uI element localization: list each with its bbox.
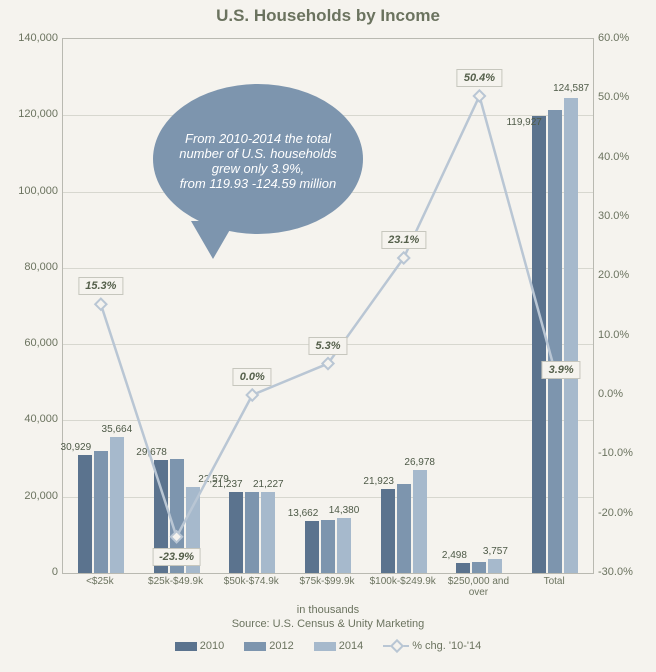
legend-item: 2014 — [314, 640, 363, 652]
y1-tick: 100,000 — [0, 185, 58, 197]
x-axis-subtitle: in thousands — [0, 604, 656, 616]
callout-tail — [191, 221, 235, 259]
chart-source: Source: U.S. Census & Unity Marketing — [0, 618, 656, 630]
y1-tick: 140,000 — [0, 32, 58, 44]
legend-item: % chg. '10-'14 — [383, 640, 481, 652]
legend-label: 2010 — [200, 640, 224, 652]
chart-stage: U.S. Households by Income 0 20,000 40,000 6… — [0, 0, 656, 672]
x-category: $25k-$49.9k — [148, 576, 203, 587]
legend-swatch — [314, 642, 336, 651]
legend-item: 2012 — [244, 640, 293, 652]
legend-label: 2014 — [339, 640, 363, 652]
y2-tick: 0.0% — [598, 388, 656, 400]
legend-label: 2012 — [269, 640, 293, 652]
legend-line-icon — [383, 641, 409, 651]
y2-tick: -20.0% — [598, 507, 656, 519]
x-category: Total — [544, 576, 565, 587]
legend-item: 2010 — [175, 640, 224, 652]
chart-title: U.S. Households by Income — [0, 6, 656, 26]
y1-tick: 60,000 — [0, 337, 58, 349]
y2-tick: 10.0% — [598, 329, 656, 341]
legend-label: % chg. '10-'14 — [412, 640, 481, 652]
y1-tick: 120,000 — [0, 108, 58, 120]
y1-tick: 80,000 — [0, 261, 58, 273]
x-category: $250,000 and over — [443, 576, 513, 598]
y2-tick: -30.0% — [598, 566, 656, 578]
y2-tick: 60.0% — [598, 32, 656, 44]
chart-legend: 2010 2012 2014 % chg. '10-'14 — [0, 640, 656, 652]
legend-swatch — [175, 642, 197, 651]
x-category: $75k-$99.9k — [299, 576, 354, 587]
y1-tick: 40,000 — [0, 413, 58, 425]
y1-tick: 20,000 — [0, 490, 58, 502]
x-category: $100k-$249.9k — [368, 576, 438, 587]
plot-area: 30,92935,66429,67822,57921,23721,22713,6… — [62, 38, 594, 574]
y2-tick: 20.0% — [598, 269, 656, 281]
x-category: <$25k — [86, 576, 114, 587]
y2-tick: 40.0% — [598, 151, 656, 163]
y2-tick: 50.0% — [598, 91, 656, 103]
y2-tick: -10.0% — [598, 447, 656, 459]
callout-text: From 2010-2014 the total number of U.S. … — [165, 96, 351, 226]
x-category: $50k-$74.9k — [224, 576, 279, 587]
y1-tick: 0 — [0, 566, 58, 578]
y2-tick: 30.0% — [598, 210, 656, 222]
legend-swatch — [244, 642, 266, 651]
